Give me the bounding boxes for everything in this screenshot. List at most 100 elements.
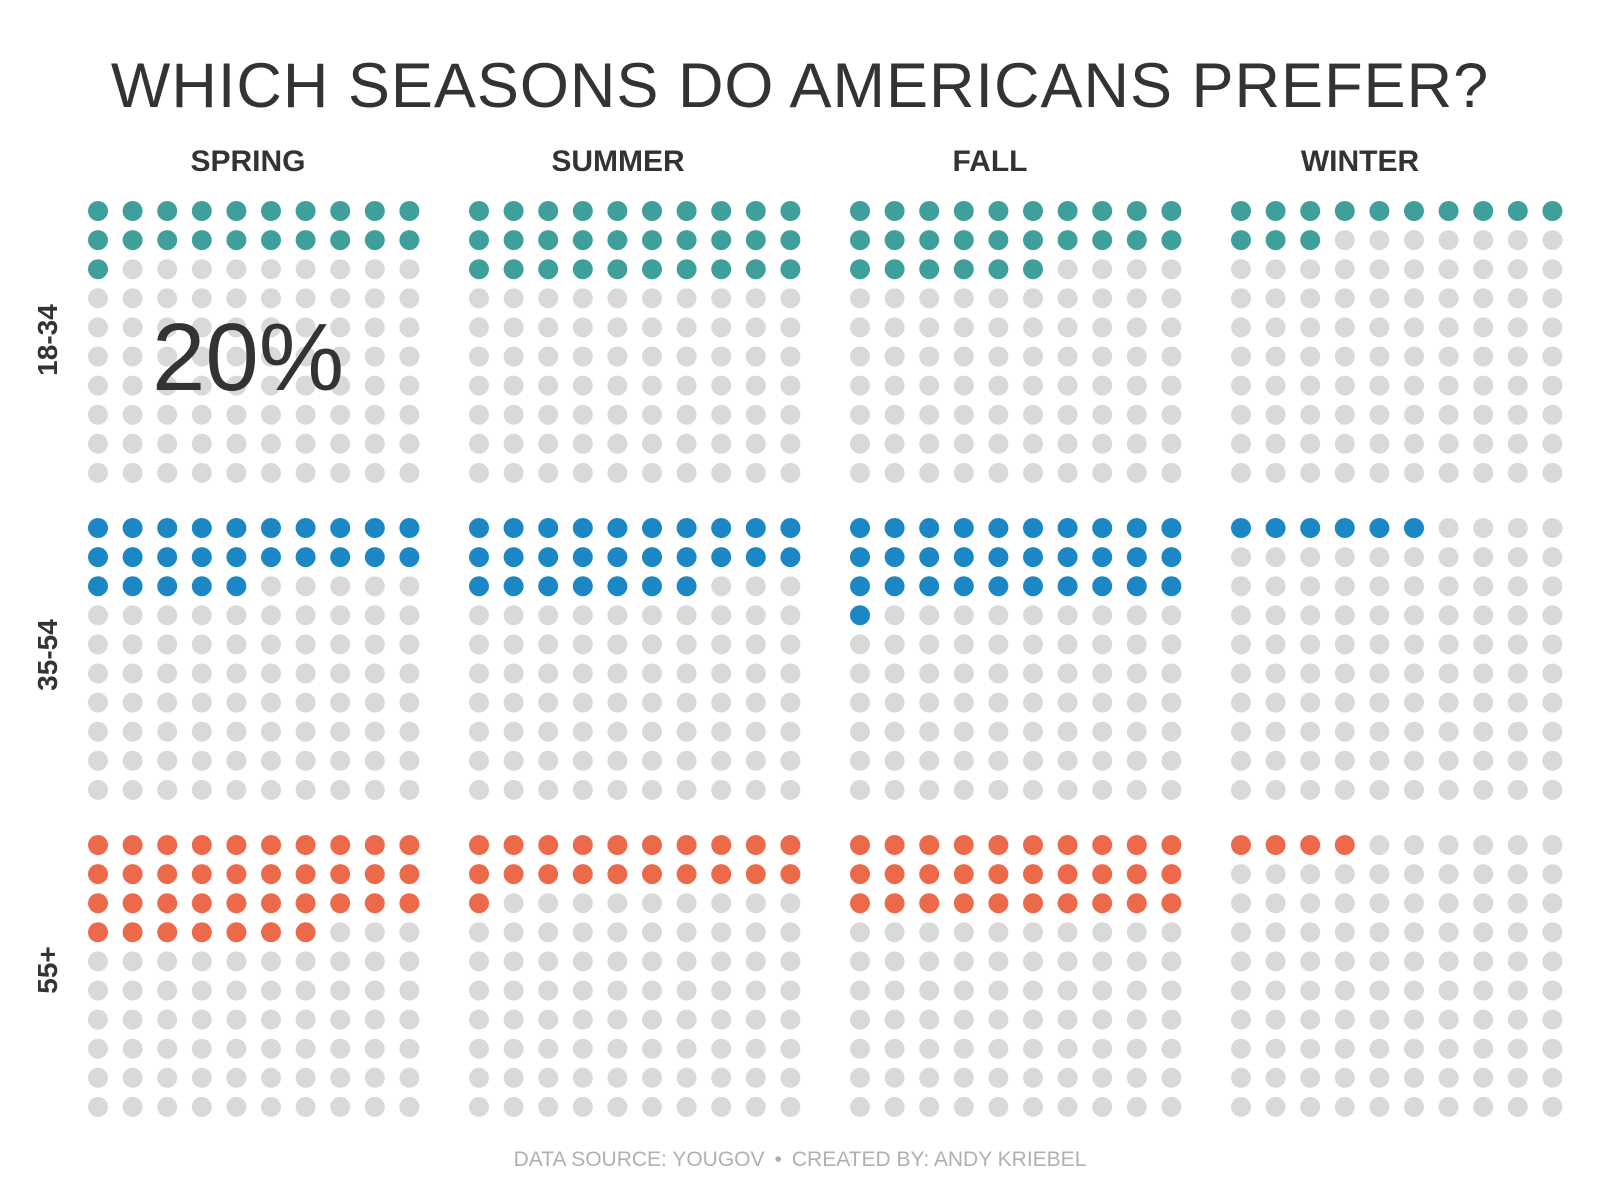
waffle-dot-empty bbox=[1231, 634, 1251, 655]
waffle-dot-empty bbox=[157, 779, 178, 800]
waffle-dot-empty bbox=[884, 1067, 905, 1088]
waffle-dot-empty bbox=[157, 1009, 178, 1030]
waffle-dot-empty bbox=[191, 951, 212, 972]
waffle-dot-empty bbox=[1542, 518, 1563, 538]
waffle-dot-filled bbox=[1300, 835, 1321, 855]
waffle-dot-empty bbox=[607, 1009, 628, 1030]
waffle-dot-filled bbox=[745, 835, 766, 855]
waffle-dot-empty bbox=[469, 663, 489, 684]
waffle-dot-empty bbox=[1404, 922, 1424, 943]
waffle-dot-empty bbox=[538, 375, 559, 396]
waffle-dot-filled bbox=[330, 230, 351, 251]
waffle-dot-empty bbox=[884, 433, 905, 454]
waffle-dot-empty bbox=[1057, 1067, 1078, 1088]
waffle-dot-filled bbox=[919, 835, 940, 855]
waffle-dot-empty bbox=[953, 1009, 974, 1030]
waffle-dot-empty bbox=[1542, 663, 1563, 684]
waffle-dot-empty bbox=[1542, 259, 1563, 280]
waffle-dot-filled bbox=[122, 864, 143, 885]
waffle-dot-empty bbox=[469, 375, 489, 396]
waffle-dot-empty bbox=[1507, 288, 1528, 309]
waffle-dot-empty bbox=[1334, 951, 1355, 972]
waffle-dot-filled bbox=[503, 259, 524, 280]
waffle-dot-empty bbox=[1438, 433, 1459, 454]
waffle-dot-filled bbox=[884, 547, 905, 568]
waffle-dot-empty bbox=[1161, 692, 1182, 713]
waffle-dot-empty bbox=[330, 980, 351, 1001]
waffle-dot-empty bbox=[1092, 922, 1113, 943]
waffle-dot-empty bbox=[1507, 980, 1528, 1001]
waffle-dot-empty bbox=[261, 692, 281, 713]
waffle-dot-empty bbox=[1473, 864, 1494, 885]
waffle-dot-empty bbox=[399, 346, 420, 367]
waffle-dot-filled bbox=[850, 259, 870, 280]
waffle-dot-filled bbox=[538, 576, 559, 597]
waffle-dot-empty bbox=[1369, 462, 1390, 483]
waffle-dot-filled bbox=[676, 864, 697, 885]
waffle-dot-empty bbox=[572, 375, 593, 396]
waffle-dot-empty bbox=[919, 1009, 940, 1030]
waffle-dot-empty bbox=[1126, 750, 1147, 771]
waffle-dot-empty bbox=[1369, 259, 1390, 280]
waffle-dot-filled bbox=[988, 201, 1009, 221]
waffle-dot-empty bbox=[1438, 1009, 1459, 1030]
waffle-dot-empty bbox=[399, 375, 420, 396]
waffle-dot-empty bbox=[1542, 634, 1563, 655]
waffle-dot-empty bbox=[1507, 951, 1528, 972]
waffle-dot-empty bbox=[572, 404, 593, 425]
waffle-dot-empty bbox=[399, 1096, 420, 1117]
waffle-dot-empty bbox=[1369, 893, 1390, 914]
waffle-dot-empty bbox=[1473, 951, 1494, 972]
waffle-dot-empty bbox=[157, 721, 178, 742]
waffle-dot-empty bbox=[1231, 1038, 1251, 1059]
waffle-dot-empty bbox=[1369, 576, 1390, 597]
waffle-dot-empty bbox=[1507, 1067, 1528, 1088]
waffle-dot-empty bbox=[1473, 922, 1494, 943]
waffle-dot-empty bbox=[295, 404, 316, 425]
waffle-panel-55-plus-spring bbox=[88, 835, 420, 1117]
waffle-dot-empty bbox=[1507, 462, 1528, 483]
waffle-dot-empty bbox=[884, 980, 905, 1001]
waffle-dot-empty bbox=[330, 1009, 351, 1030]
waffle-dot-filled bbox=[1057, 576, 1078, 597]
waffle-dot-empty bbox=[745, 1067, 766, 1088]
waffle-dot-empty bbox=[191, 375, 212, 396]
waffle-dot-filled bbox=[364, 518, 385, 538]
waffle-dot-empty bbox=[1369, 692, 1390, 713]
waffle-dot-empty bbox=[1126, 317, 1147, 338]
waffle-dot-empty bbox=[1161, 346, 1182, 367]
waffle-dot-empty bbox=[1438, 692, 1459, 713]
waffle-dot-filled bbox=[850, 201, 870, 221]
waffle-dot-empty bbox=[780, 663, 801, 684]
waffle-chart bbox=[88, 201, 1563, 1117]
waffle-dot-filled bbox=[122, 518, 143, 538]
waffle-dot-empty bbox=[157, 692, 178, 713]
waffle-dot-empty bbox=[607, 980, 628, 1001]
waffle-dot-empty bbox=[572, 692, 593, 713]
waffle-dot-empty bbox=[1438, 375, 1459, 396]
waffle-dot-empty bbox=[469, 288, 489, 309]
waffle-dot-empty bbox=[988, 692, 1009, 713]
waffle-dot-empty bbox=[295, 433, 316, 454]
waffle-dot-empty bbox=[1231, 1067, 1251, 1088]
waffle-dot-empty bbox=[364, 375, 385, 396]
waffle-dot-empty bbox=[1369, 980, 1390, 1001]
waffle-dot-empty bbox=[1334, 692, 1355, 713]
waffle-dot-empty bbox=[1231, 692, 1251, 713]
waffle-dot-filled bbox=[399, 835, 420, 855]
waffle-dot-empty bbox=[919, 980, 940, 1001]
waffle-dot-empty bbox=[676, 462, 697, 483]
waffle-dot-filled bbox=[745, 230, 766, 251]
waffle-dot-empty bbox=[1265, 1038, 1286, 1059]
waffle-dot-empty bbox=[745, 634, 766, 655]
waffle-dot-empty bbox=[503, 288, 524, 309]
waffle-dot-empty bbox=[469, 980, 489, 1001]
waffle-dot-empty bbox=[1300, 288, 1321, 309]
waffle-dot-empty bbox=[1092, 346, 1113, 367]
waffle-dot-empty bbox=[1404, 634, 1424, 655]
waffle-dot-empty bbox=[1404, 288, 1424, 309]
waffle-dot-filled bbox=[1092, 576, 1113, 597]
waffle-dot-empty bbox=[1507, 922, 1528, 943]
waffle-dot-filled bbox=[191, 864, 212, 885]
waffle-dot-empty bbox=[642, 1067, 662, 1088]
